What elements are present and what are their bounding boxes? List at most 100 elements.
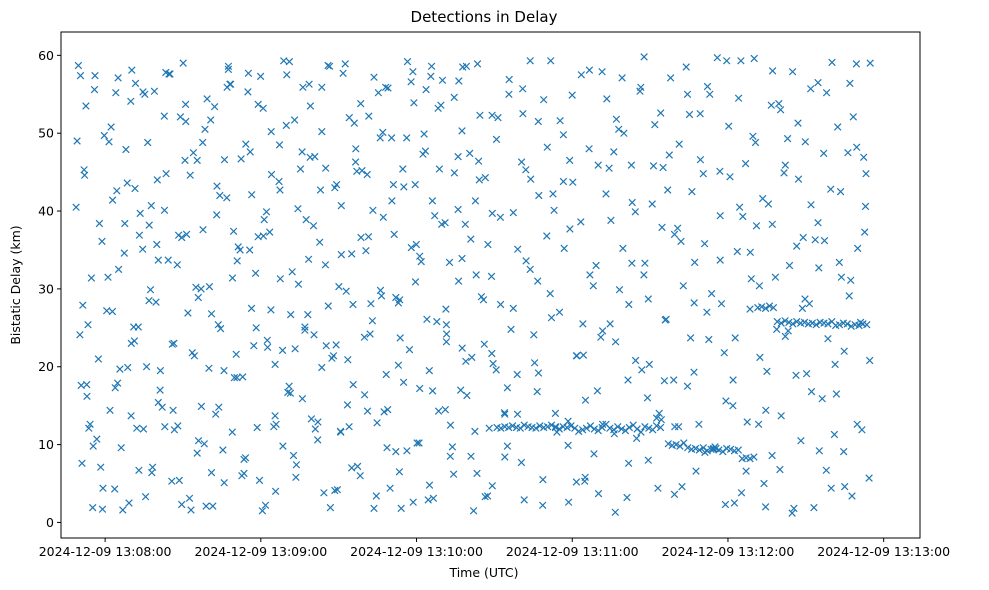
data-point xyxy=(344,355,352,364)
data-point xyxy=(643,394,652,402)
data-point xyxy=(337,250,346,259)
data-point xyxy=(423,315,431,324)
data-point xyxy=(612,115,621,123)
data-point xyxy=(310,331,318,339)
data-point xyxy=(784,327,792,335)
data-point xyxy=(258,507,267,515)
data-point xyxy=(147,201,156,210)
data-point xyxy=(197,402,206,411)
data-point xyxy=(781,317,789,325)
data-point xyxy=(690,258,699,267)
data-point xyxy=(229,227,238,236)
data-point xyxy=(123,179,131,187)
data-point xyxy=(90,85,99,94)
data-point xyxy=(192,283,200,292)
data-point xyxy=(686,334,695,342)
data-point xyxy=(648,200,656,208)
data-point xyxy=(826,185,835,193)
data-point xyxy=(833,123,842,131)
data-point xyxy=(788,509,796,517)
data-point xyxy=(585,145,593,153)
data-point xyxy=(120,249,129,257)
data-point xyxy=(474,157,483,165)
data-point xyxy=(392,293,400,302)
data-point xyxy=(232,350,240,359)
data-point xyxy=(819,149,828,158)
data-point xyxy=(485,424,493,432)
data-point xyxy=(87,274,96,282)
data-point xyxy=(383,443,391,452)
data-point xyxy=(573,352,581,360)
data-point xyxy=(244,88,252,96)
data-point xyxy=(848,492,856,500)
data-point xyxy=(425,366,434,375)
data-point xyxy=(679,282,688,290)
data-point xyxy=(356,99,365,108)
data-point xyxy=(380,408,388,416)
data-point xyxy=(142,362,151,371)
data-point xyxy=(341,60,349,68)
data-point xyxy=(695,420,703,429)
data-point xyxy=(468,353,476,362)
data-point xyxy=(730,499,739,507)
data-point xyxy=(251,269,260,278)
data-point xyxy=(771,273,780,281)
data-point xyxy=(415,384,424,393)
data-point xyxy=(488,209,497,218)
data-point xyxy=(488,349,496,358)
data-point xyxy=(488,482,497,490)
data-point xyxy=(254,100,262,109)
data-point xyxy=(206,116,215,124)
data-point xyxy=(501,453,509,461)
data-point xyxy=(458,254,466,263)
data-point xyxy=(72,203,80,211)
data-point xyxy=(455,77,463,85)
data-point xyxy=(556,116,564,125)
data-point xyxy=(806,85,815,93)
data-point xyxy=(216,324,225,333)
data-point xyxy=(721,500,730,509)
data-point xyxy=(678,482,686,491)
data-point xyxy=(153,240,161,249)
data-point xyxy=(705,335,713,344)
data-point xyxy=(224,62,233,71)
data-point xyxy=(662,315,670,324)
data-point xyxy=(173,261,182,269)
data-point xyxy=(706,90,714,99)
data-point xyxy=(792,317,801,326)
data-point xyxy=(690,368,698,376)
data-point xyxy=(442,320,451,329)
data-point xyxy=(790,504,798,513)
data-point xyxy=(465,149,474,158)
data-point xyxy=(102,306,111,315)
data-point xyxy=(582,424,591,432)
data-point xyxy=(673,224,682,232)
data-point xyxy=(156,386,164,394)
data-point xyxy=(462,357,470,366)
data-point xyxy=(428,197,437,205)
data-point xyxy=(477,292,486,301)
data-point xyxy=(509,208,518,217)
data-point xyxy=(156,366,165,375)
data-point xyxy=(846,276,855,285)
data-point xyxy=(179,59,187,67)
data-point xyxy=(781,161,790,169)
data-point xyxy=(276,275,285,283)
data-point xyxy=(649,162,658,170)
data-point xyxy=(259,104,267,113)
data-point xyxy=(106,406,114,415)
data-point xyxy=(311,425,320,433)
data-point xyxy=(286,389,295,397)
data-point xyxy=(565,156,574,165)
data-point xyxy=(182,230,191,239)
data-point xyxy=(284,388,292,397)
data-point xyxy=(509,304,518,313)
data-point xyxy=(669,376,678,384)
data-point xyxy=(476,111,484,120)
data-point xyxy=(392,447,400,456)
data-point xyxy=(166,70,174,78)
data-point xyxy=(263,343,272,352)
data-point xyxy=(505,90,513,99)
data-point xyxy=(471,427,479,436)
data-point xyxy=(410,99,418,107)
